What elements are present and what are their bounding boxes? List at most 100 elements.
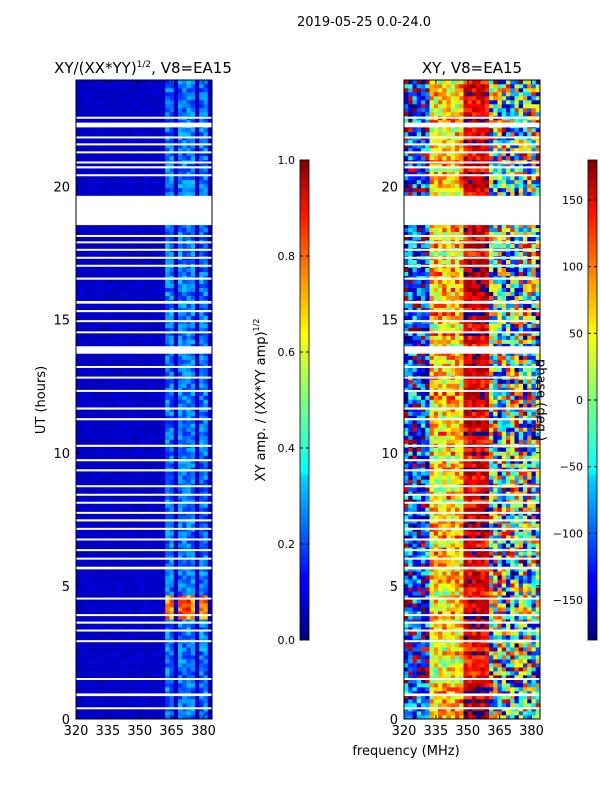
heatmap-cell [152, 623, 158, 628]
heatmap-cell [84, 603, 90, 608]
heatmap-cell [195, 423, 200, 428]
heatmap-cell [127, 715, 132, 720]
heatmap-cell [84, 579, 90, 584]
heatmap-cell [131, 343, 136, 348]
heatmap-cell [152, 171, 158, 177]
heatmap-cell [203, 323, 209, 328]
heatmap-cell [97, 683, 102, 688]
heatmap-cell [156, 271, 162, 276]
heatmap-cell [156, 503, 162, 508]
heatmap-cell [161, 555, 166, 560]
heatmap-cell [203, 383, 209, 388]
heatmap-cell [127, 407, 132, 412]
heatmap-cell [182, 607, 187, 612]
heatmap-cell [84, 107, 90, 113]
heatmap-cell [105, 175, 111, 181]
heatmap-cell [152, 655, 158, 660]
heatmap-cell [178, 471, 183, 476]
heatmap-cell [131, 295, 136, 300]
heatmap-cell [131, 611, 136, 616]
heatmap-cell [118, 343, 124, 348]
heatmap-cell [156, 371, 162, 376]
heatmap-cell [161, 647, 166, 652]
heatmap-cell [161, 643, 166, 648]
heatmap-cell [169, 419, 175, 424]
heatmap-cell [178, 323, 183, 328]
heatmap-cell [203, 655, 209, 660]
heatmap-cell [156, 231, 162, 237]
heatmap-cell [80, 495, 85, 500]
heatmap-cell [165, 119, 170, 125]
heatmap-cell [148, 671, 153, 676]
heatmap-cell [105, 403, 111, 408]
heatmap-cell [135, 311, 141, 316]
heatmap-cell [76, 315, 81, 320]
heatmap-cell [80, 143, 85, 149]
heatmap-cell [76, 147, 81, 153]
heatmap-cell [195, 167, 200, 173]
heatmap-cell [84, 479, 90, 484]
heatmap-cell [144, 551, 149, 556]
heatmap-cell [152, 627, 158, 632]
heatmap-cell [178, 291, 183, 296]
heatmap-cell [161, 147, 166, 153]
heatmap-cell [161, 223, 166, 229]
heatmap-cell [93, 179, 98, 185]
heatmap-cell [93, 615, 98, 620]
heatmap-cell [110, 667, 115, 672]
heatmap-cell [169, 183, 175, 189]
heatmap-cell [203, 495, 209, 500]
heatmap-cell [203, 171, 209, 177]
heatmap-cell [144, 535, 149, 540]
heatmap-cell [101, 111, 107, 117]
heatmap-cell [203, 327, 209, 332]
heatmap-cell [101, 475, 107, 480]
heatmap-cell [152, 675, 158, 680]
heatmap-cell [195, 711, 200, 716]
heatmap-cell [101, 679, 107, 684]
heatmap-cell [93, 591, 98, 596]
heatmap-cell [178, 583, 183, 588]
heatmap-cell [144, 387, 149, 392]
heatmap-cell [114, 179, 119, 185]
heatmap-cell [173, 571, 179, 576]
heatmap-cell [118, 663, 124, 668]
heatmap-cell [165, 395, 170, 400]
heatmap-cell [207, 371, 213, 376]
heatmap-cell [97, 619, 102, 624]
heatmap-cell [93, 543, 98, 548]
heatmap-cell [127, 155, 132, 161]
heatmap-cell [84, 523, 90, 528]
heatmap-cell [156, 439, 162, 444]
heatmap-cell [88, 495, 94, 500]
heatmap-cell [156, 619, 162, 624]
heatmap-cell [182, 595, 187, 600]
heatmap-cell [173, 295, 179, 300]
heatmap-cell [114, 387, 119, 392]
heatmap-cell [173, 523, 179, 528]
heatmap-cell [93, 635, 98, 640]
heatmap-cell [148, 667, 153, 672]
heatmap-cell [131, 259, 136, 265]
heatmap-cell [114, 647, 119, 652]
heatmap-cell [101, 279, 107, 284]
heatmap-cell [80, 451, 85, 456]
heatmap-cell [195, 587, 200, 592]
heatmap-cell [127, 107, 132, 113]
heatmap-cell [144, 191, 149, 197]
heatmap-cell [190, 187, 196, 193]
heatmap-cell [131, 447, 136, 452]
heatmap-cell [80, 99, 85, 105]
heatmap-cell [148, 543, 153, 548]
heatmap-cell [169, 699, 175, 704]
heatmap-cell [156, 479, 162, 484]
heatmap-cell [165, 419, 170, 424]
heatmap-cell [131, 535, 136, 540]
heatmap-cell [169, 583, 175, 588]
heatmap-cell [207, 515, 213, 520]
heatmap-cell [144, 503, 149, 508]
heatmap-cell [190, 371, 196, 376]
heatmap-cell [161, 371, 166, 376]
heatmap-cell [139, 687, 145, 692]
heatmap-cell [139, 679, 145, 684]
